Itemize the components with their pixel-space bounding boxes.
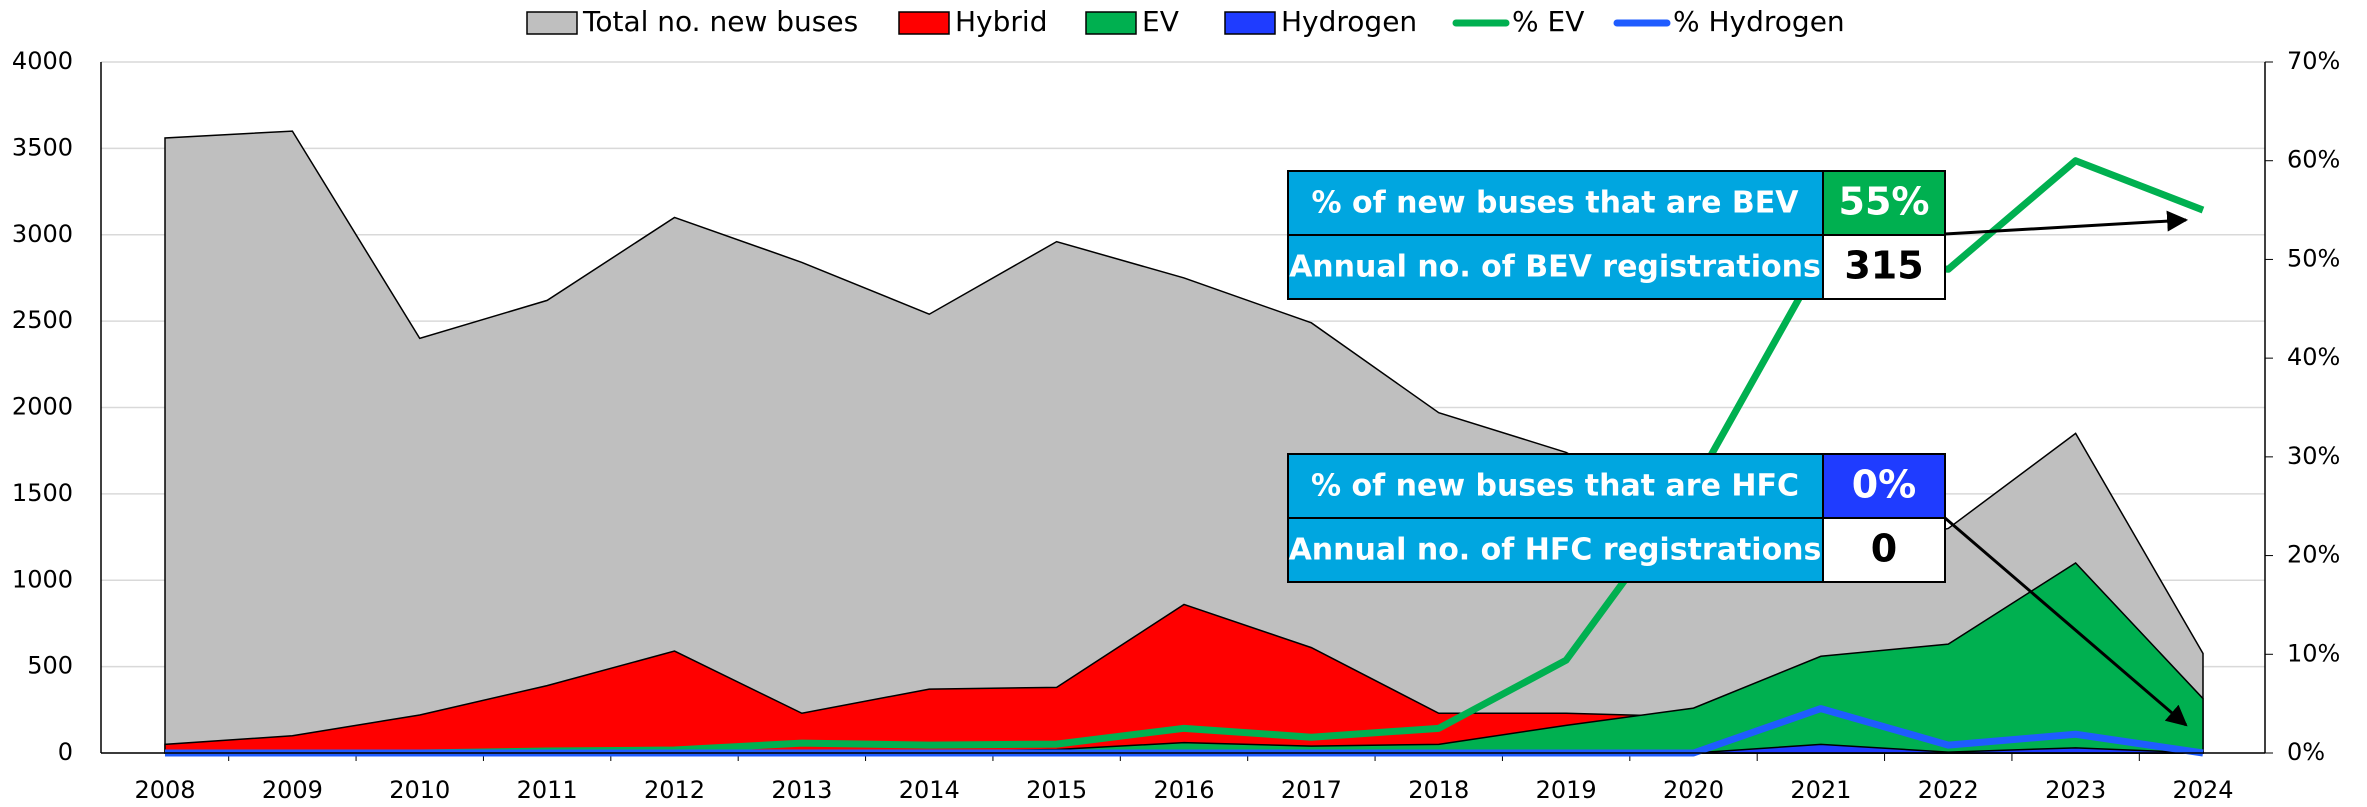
- value-text: 0%: [1852, 463, 1917, 507]
- y2-tick-label: 50%: [2287, 244, 2340, 272]
- y-tick-label: 1500: [12, 479, 73, 507]
- legend-swatch: [898, 11, 950, 35]
- value-text: 0: [1871, 527, 1897, 571]
- y-tick-label: 4000: [12, 47, 73, 75]
- x-tick-label: 2020: [1663, 776, 1724, 804]
- y2-tick-label: 20%: [2287, 541, 2340, 569]
- x-tick-label: 2011: [517, 776, 578, 804]
- area: [164, 130, 2204, 754]
- label-cell: [1287, 517, 1824, 583]
- value-cell: [1822, 234, 1946, 300]
- annotation-box: % of new buses that are BEV 55% Annual no.…: [1287, 170, 1946, 300]
- x-tick-label: 2022: [1918, 776, 1979, 804]
- y2-tick-label: 60%: [2287, 146, 2340, 174]
- legend-label: % Hydrogen: [1673, 5, 1845, 38]
- annotation-box: % of new buses that are HFC 0% Annual no. …: [1287, 453, 1946, 583]
- x-tick-label: 2012: [644, 776, 705, 804]
- y-tick-label: 3000: [12, 220, 73, 248]
- arrow: [1944, 516, 2188, 727]
- value-cell: [1822, 517, 1946, 583]
- legend-label: Hydrogen: [1281, 5, 1417, 38]
- x-tick-label: 2018: [1408, 776, 1469, 804]
- value-text: 315: [1844, 244, 1923, 288]
- y2-tick-label: 10%: [2287, 639, 2340, 667]
- legend-label: Hybrid: [955, 5, 1047, 38]
- x-tick-label: 2014: [899, 776, 960, 804]
- x-tick-label: 2010: [389, 776, 450, 804]
- label-cell: [1287, 453, 1824, 519]
- value-cell: [1822, 170, 1946, 236]
- x-tick-label: 2024: [2172, 776, 2233, 804]
- legend-swatch: [1224, 11, 1276, 35]
- y-tick-label: 3500: [12, 133, 73, 161]
- arrow: [1944, 210, 2189, 236]
- x-tick-label: 2009: [262, 776, 323, 804]
- y-tick-label: 1000: [12, 565, 73, 593]
- x-tick-label: 2016: [1153, 776, 1214, 804]
- y2-tick-label: 0%: [2287, 738, 2325, 766]
- legend-swatch: [1085, 11, 1137, 35]
- value-cell: [1822, 453, 1946, 519]
- y2-tick-label: 30%: [2287, 442, 2340, 470]
- legend-swatch: [526, 11, 578, 35]
- label-text: Annual no. of BEV registrations: [1289, 250, 1821, 285]
- label-text: % of new buses that are BEV: [1312, 186, 1800, 221]
- value-text: 55%: [1839, 180, 1930, 224]
- legend-label: EV: [1142, 5, 1179, 38]
- x-tick-label: 2017: [1281, 776, 1342, 804]
- x-tick-label: 2008: [134, 776, 195, 804]
- x-tick-label: 2021: [1790, 776, 1851, 804]
- legend-label: % EV: [1512, 5, 1584, 38]
- x-tick-label: 2015: [1026, 776, 1087, 804]
- y-tick-label: 0: [58, 738, 73, 766]
- y-tick-label: 500: [27, 652, 73, 680]
- x-tick-label: 2023: [2045, 776, 2106, 804]
- label-text: % of new buses that are HFC: [1311, 469, 1799, 504]
- label-text: Annual no. of HFC registrations: [1289, 533, 1822, 568]
- x-tick-label: 2013: [771, 776, 832, 804]
- y2-tick-label: 70%: [2287, 47, 2340, 75]
- y-tick-label: 2500: [12, 306, 73, 334]
- y-tick-label: 2000: [12, 393, 73, 421]
- x-tick-label: 2019: [1536, 776, 1597, 804]
- y2-tick-label: 40%: [2287, 343, 2340, 371]
- legend-label: Total no. new buses: [582, 5, 858, 38]
- label-cell: [1287, 234, 1824, 300]
